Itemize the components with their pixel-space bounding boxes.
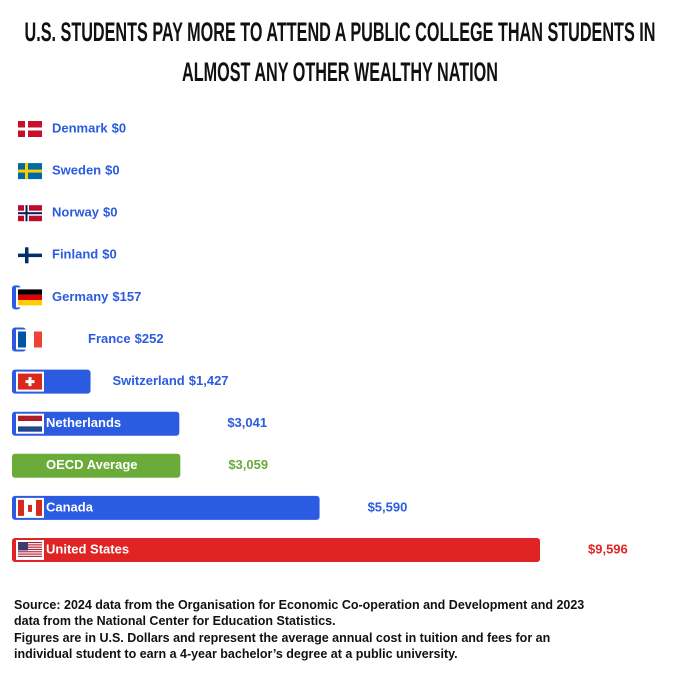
flag (16, 497, 44, 518)
flag-part (18, 331, 26, 348)
value-label: $5,590 (368, 499, 408, 514)
bar (12, 495, 320, 520)
flag-part (36, 499, 42, 516)
flag-part (18, 542, 28, 551)
category-label: Finland (52, 247, 98, 262)
flag-part (18, 546, 42, 548)
value-label: $1,427 (189, 373, 229, 388)
bar (12, 453, 181, 478)
category-label: Denmark (52, 120, 108, 135)
flag-part (18, 553, 42, 555)
category-label: United States (46, 541, 129, 556)
value-label: $0 (102, 247, 116, 262)
bar (12, 411, 180, 436)
flag-part (18, 300, 42, 306)
value-label: $252 (135, 331, 164, 346)
flag-part (34, 331, 42, 348)
flag-part (18, 127, 42, 131)
flag-part (18, 426, 42, 432)
flag (16, 540, 44, 560)
category-label: Sweden (52, 163, 101, 178)
flag-part (18, 555, 42, 557)
flag-part (26, 331, 34, 348)
flag-part (18, 294, 42, 301)
flag (16, 371, 44, 392)
source: Source: 2024 data from the Organisation … (14, 598, 585, 628)
value-label: $157 (112, 289, 141, 304)
value-label: $9,596 (588, 541, 628, 556)
category-label: Canada (46, 499, 94, 514)
chart-title: U.S. STUDENTS PAY MORE TO ATTEND A PUBLI… (24, 17, 656, 87)
flag-part (18, 544, 42, 546)
value-label: $3,041 (227, 415, 267, 430)
category-label: Germany (52, 289, 109, 304)
flag-part (18, 421, 42, 427)
bar (12, 538, 540, 562)
category-label: Switzerland (113, 373, 185, 388)
value-label: $0 (112, 120, 126, 135)
flag (16, 203, 44, 224)
flag-part (18, 289, 42, 295)
category-label: France (88, 331, 131, 346)
flag-part (28, 504, 32, 512)
flag-part (18, 212, 42, 215)
flag-part (18, 253, 42, 258)
flag (16, 329, 44, 350)
flag-part (18, 548, 42, 551)
flag-part (18, 415, 42, 422)
flag-part (18, 542, 42, 544)
value-label: $0 (103, 205, 117, 220)
flag (16, 245, 44, 266)
category-label: Netherlands (46, 415, 121, 430)
note: Figures are in U.S. Dollars and represen… (14, 631, 551, 661)
value-label: $3,059 (228, 457, 268, 472)
category-label: OECD Average (46, 457, 138, 472)
flag (16, 161, 44, 182)
flag-part (18, 499, 24, 516)
flag-part (25, 380, 35, 384)
value-label: $0 (105, 163, 119, 178)
category-label: Norway (52, 205, 100, 220)
flag (16, 413, 44, 434)
flag-part (18, 551, 42, 553)
flag-part (18, 169, 42, 173)
flag (16, 287, 44, 308)
flag (16, 119, 44, 139)
